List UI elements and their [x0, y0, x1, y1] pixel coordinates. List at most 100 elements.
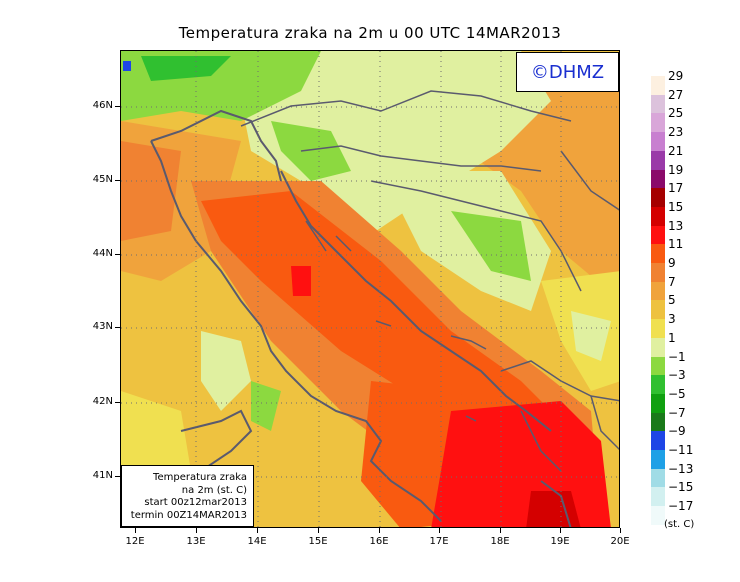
legend-label: 9 — [668, 256, 676, 270]
legend-label: −15 — [668, 480, 694, 495]
lon-tick-label: 20E — [610, 536, 630, 547]
info-line-start: start 00z12mar2013 — [144, 497, 247, 508]
zone-italy-deep-orange — [121, 141, 181, 241]
lon-tick-label: 17E — [429, 536, 449, 547]
legend-swatch — [651, 281, 665, 301]
legend-swatch — [651, 487, 665, 507]
zone-south-yellow — [121, 391, 191, 481]
legend-swatch — [651, 337, 665, 357]
legend-label: 13 — [668, 218, 684, 233]
legend-swatch — [651, 319, 665, 339]
legend-swatch — [651, 76, 665, 96]
zone-east-light — [571, 311, 611, 361]
legend-swatch — [651, 450, 665, 470]
zone-adriatic-hotspot — [291, 266, 311, 296]
zone-gorski-green — [271, 121, 351, 181]
lat-tick-label: 43N — [92, 321, 113, 332]
legend-swatch — [651, 150, 665, 170]
legend-swatch — [651, 113, 665, 133]
legend-swatch — [651, 169, 665, 189]
temperature-map[interactable] — [120, 50, 620, 528]
lat-tick-label: 41N — [92, 470, 113, 481]
info-line-variable: Temperatura zraka — [153, 472, 247, 483]
lat-tick-label: 45N — [92, 174, 113, 185]
lat-tick-mark — [115, 254, 120, 255]
legend-label: 15 — [668, 199, 684, 214]
legend-label: 27 — [668, 87, 684, 102]
legend-label: 21 — [668, 143, 684, 158]
lon-tick-mark — [379, 528, 380, 533]
legend-label: 29 — [668, 69, 684, 83]
lon-tick-mark — [439, 528, 440, 533]
legend-label: 3 — [668, 312, 676, 327]
legend-swatch — [651, 393, 665, 414]
lon-tick-mark — [500, 528, 501, 533]
zone-apennine-green — [251, 381, 281, 431]
legend-swatch — [651, 225, 665, 245]
legend-swatch — [651, 263, 665, 283]
legend-label: −9 — [668, 424, 686, 439]
lat-lon-grid — [121, 51, 619, 527]
lon-tick-mark — [196, 528, 197, 533]
legend-label: −1 — [668, 349, 686, 364]
map-title: Temperatura zraka na 2m u 00 UTC 14MAR20… — [178, 24, 562, 42]
legend-label: 19 — [668, 162, 684, 177]
legend-label: 5 — [668, 293, 676, 308]
legend-swatch — [651, 375, 665, 395]
lat-tick-mark — [115, 402, 120, 403]
zone-alps-darkgreen — [141, 56, 231, 81]
map-canvas — [121, 51, 619, 527]
lat-tick-mark — [115, 180, 120, 181]
legend-label: 25 — [668, 106, 684, 121]
lat-tick-label: 44N — [92, 248, 113, 259]
lon-tick-label: 19E — [550, 536, 570, 547]
legend-swatch — [651, 356, 665, 376]
legend-swatch — [651, 132, 665, 152]
info-line-level-unit: na 2m (st. C) — [181, 484, 247, 496]
zone-bosnia-light — [381, 171, 551, 311]
islands — [305, 220, 487, 422]
legend-label: −7 — [668, 405, 686, 420]
legend-swatch — [651, 412, 665, 432]
lat-tick-label: 42N — [92, 396, 113, 407]
info-line-valid-time: termin 00Z14MAR2013 — [130, 509, 247, 521]
lon-tick-label: 12E — [125, 536, 145, 547]
lat-tick-label: 46N — [92, 100, 113, 111]
legend-label: 23 — [668, 125, 684, 140]
legend-swatch — [651, 206, 665, 227]
zone-bosnia-green — [451, 211, 531, 281]
legend-swatch — [651, 506, 665, 526]
legend-label: −17 — [668, 499, 694, 514]
zone-north-light — [231, 51, 551, 241]
lon-tick-mark — [318, 528, 319, 533]
zone-apennine-light — [201, 331, 251, 411]
zone-cold-spot — [123, 61, 131, 71]
legend-label: −11 — [668, 443, 694, 457]
lon-tick-label: 16E — [369, 536, 389, 547]
lon-tick-mark — [257, 528, 258, 533]
zone-adriatic-red-orange — [201, 191, 561, 431]
dhmz-logo: ©DHMZ — [516, 52, 619, 92]
lon-tick-mark — [135, 528, 136, 533]
lon-tick-label: 14E — [247, 536, 267, 547]
legend-label: 7 — [668, 274, 676, 289]
legend-label: 1 — [668, 330, 676, 345]
legend-unit: (st. C) — [664, 519, 695, 530]
legend-label: 17 — [668, 181, 684, 196]
lon-tick-mark — [620, 528, 621, 533]
forecast-info-box: Temperatura zraka na 2m (st. C) start 00… — [121, 465, 254, 527]
legend-swatch — [651, 244, 665, 264]
legend-swatch — [651, 188, 665, 208]
lon-tick-label: 18E — [490, 536, 510, 547]
lat-tick-mark — [115, 476, 120, 477]
legend-swatch — [651, 300, 665, 320]
lon-tick-mark — [560, 528, 561, 533]
legend-swatch — [651, 468, 665, 488]
legend-swatch — [651, 431, 665, 451]
legend-swatch — [651, 94, 665, 114]
legend-label: −13 — [668, 461, 694, 476]
legend-label: 11 — [668, 237, 684, 252]
lat-tick-mark — [115, 327, 120, 328]
lon-tick-label: 15E — [308, 536, 328, 547]
legend-label: −3 — [668, 368, 686, 383]
